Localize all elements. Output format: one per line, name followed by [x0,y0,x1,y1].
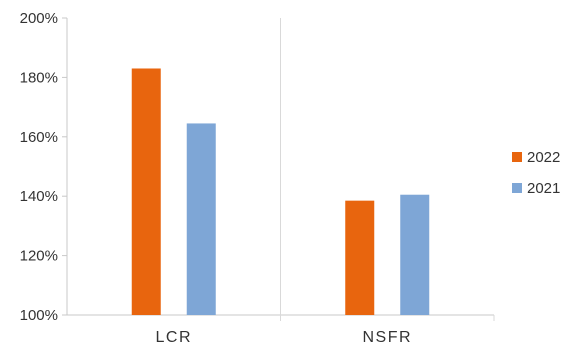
x-category-label: LCR [155,329,192,345]
legend-swatch-2021 [512,183,522,193]
axis-labels: 100% 120% 140% 160% 180% 200% LCR NSFR [20,10,412,345]
bar-2021-nsfr [400,194,430,315]
bar-2021-lcr [186,123,216,315]
legend-label-2022: 2022 [527,149,560,166]
y-tick-label: 160% [20,129,58,146]
y-tick-label: 140% [20,188,58,205]
bar-2022-lcr [131,68,161,316]
x-category-label: NSFR [362,329,412,345]
y-tick-label: 180% [20,69,58,86]
legend-swatch-2022 [512,152,522,162]
bars [131,68,430,316]
bar-2022-nsfr [345,200,375,315]
legend: 2022 2021 [512,149,560,197]
y-tick-label: 100% [20,307,58,324]
y-tick-label: 200% [20,10,58,27]
y-tick-label: 120% [20,248,58,265]
legend-label-2021: 2021 [527,180,560,197]
